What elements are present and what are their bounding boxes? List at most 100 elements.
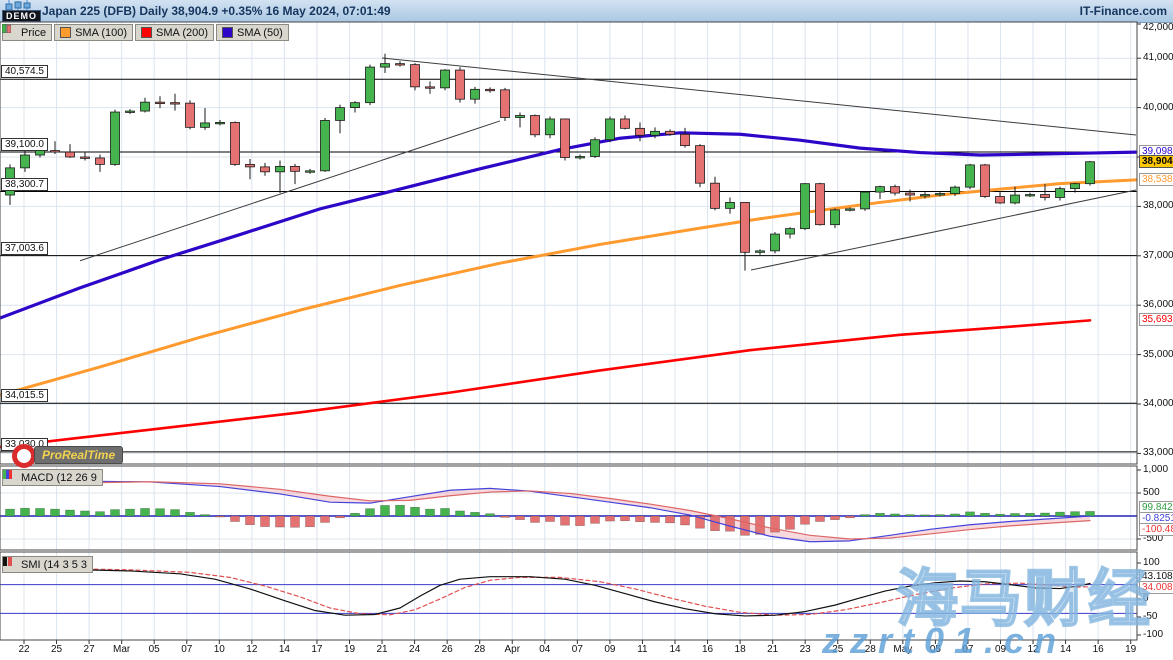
price-icon	[2, 24, 17, 37]
candle	[260, 166, 270, 173]
candle	[770, 233, 780, 252]
x-axis-label: 05	[148, 644, 160, 655]
macd-axis-label: 1,000	[1143, 464, 1169, 475]
legend-sma50-chip[interactable]: SMA (50)	[216, 24, 289, 41]
macd-histogram-bar	[455, 510, 465, 517]
macd-histogram-bar	[830, 515, 840, 520]
candle	[425, 86, 435, 89]
x-axis-label: 14	[669, 644, 681, 655]
macd-title-chip[interactable]: MACD (12 26 9	[2, 469, 103, 486]
candle	[965, 164, 975, 188]
x-axis-label: 14	[1060, 644, 1072, 655]
candle	[290, 165, 300, 172]
macd-histogram-bar	[1040, 512, 1050, 517]
macd-histogram-bar	[395, 504, 405, 517]
candle	[860, 191, 870, 210]
legend-sma200-chip[interactable]: SMA (200)	[135, 24, 214, 41]
macd-histogram-bar	[770, 515, 780, 533]
candle	[1085, 161, 1095, 185]
candle	[230, 122, 240, 165]
macd-histogram-bar	[965, 511, 975, 517]
macd-histogram-bar	[680, 515, 690, 526]
smi-title-chip[interactable]: SMI (14 3 5 3	[2, 556, 94, 573]
smi-signal-line	[9, 568, 1091, 616]
sma100-value: 38,538..	[1139, 172, 1173, 186]
prorealtime-badge[interactable]: ProRealTime	[34, 446, 124, 464]
price-axis-label: 37,000	[1143, 249, 1173, 261]
macd-axis-label: -500	[1143, 533, 1164, 544]
smi-axis-label: -50	[1143, 611, 1158, 622]
candle	[785, 228, 795, 235]
candle	[35, 150, 45, 156]
x-axis-label: 27	[83, 644, 95, 655]
macd-histogram-bar	[725, 515, 735, 532]
candle	[995, 196, 1005, 204]
candle	[875, 186, 885, 193]
macd-histogram-bar	[35, 508, 45, 517]
smi-line	[9, 568, 1091, 617]
macd-histogram-bar	[920, 514, 930, 517]
macd-signal-line	[9, 481, 1091, 540]
macd-histogram-bar	[200, 514, 210, 517]
macd-histogram-bar	[860, 514, 870, 517]
x-axis-label: 19	[343, 644, 356, 655]
x-axis-label: 16	[1092, 644, 1104, 655]
macd-histogram-bar	[95, 511, 105, 517]
x-axis-label: Mar	[113, 644, 131, 655]
macd-histogram-bar	[800, 515, 810, 525]
candle	[845, 208, 855, 211]
sma200-line	[0, 319, 1092, 449]
price-axis-label: 34,000	[1143, 398, 1173, 409]
candle	[890, 186, 900, 194]
prorealtime-logo-icon[interactable]	[12, 444, 36, 468]
macd-histogram-bar	[50, 508, 60, 517]
macd-histogram-bar	[140, 508, 150, 517]
macd-title: MACD (12 26 9	[21, 471, 97, 484]
candle	[725, 202, 735, 209]
macd-histogram-bar	[65, 509, 75, 517]
candle	[215, 122, 225, 125]
macd-histogram-bar	[1055, 511, 1065, 517]
macd-divergence-fill	[10, 481, 1090, 542]
macd-histogram-bar	[575, 515, 585, 526]
panel-border-1	[0, 465, 1138, 551]
macd-histogram-bar	[1025, 512, 1035, 517]
level-label: 39,100.0	[1, 138, 48, 152]
macd-histogram-bar	[530, 515, 540, 523]
candle	[1025, 194, 1035, 197]
candle	[80, 156, 90, 159]
macd-histogram-bar	[335, 515, 345, 519]
macd-histogram-bar	[665, 515, 675, 524]
macd-histogram-bar	[410, 507, 420, 517]
macd-histogram-bar	[245, 515, 255, 525]
candle	[335, 107, 345, 121]
macd-histogram-bar	[365, 508, 375, 517]
candle	[275, 165, 285, 173]
candle	[740, 202, 750, 253]
candle	[1010, 194, 1020, 204]
price-axis-label: 33,000	[1143, 447, 1173, 459]
candle	[650, 130, 660, 136]
candle	[815, 183, 825, 226]
price-axis-label: 41,000	[1143, 52, 1173, 64]
candle	[365, 66, 375, 104]
price-axis-label: 35,000	[1143, 348, 1173, 360]
macd-histogram-bar	[515, 515, 525, 520]
macd-histogram-bar	[620, 515, 630, 522]
legend-price-chip[interactable]: Price	[2, 24, 53, 41]
x-axis-label: 19	[1125, 644, 1137, 655]
macd-histogram-bar	[470, 512, 480, 517]
candle	[680, 133, 690, 147]
candle	[200, 122, 210, 128]
panel-border-0	[0, 21, 1138, 465]
legend-sma100-chip[interactable]: SMA (100)	[54, 24, 134, 41]
macd-histogram-bar	[560, 515, 570, 526]
candle	[455, 69, 465, 100]
candle	[665, 130, 675, 135]
candle	[110, 111, 120, 165]
candle	[605, 118, 615, 141]
macd-histogram-bar	[905, 514, 915, 517]
legend-sma100-label: SMA (100)	[75, 26, 128, 39]
price-axis-label: 40,000	[1143, 101, 1173, 113]
